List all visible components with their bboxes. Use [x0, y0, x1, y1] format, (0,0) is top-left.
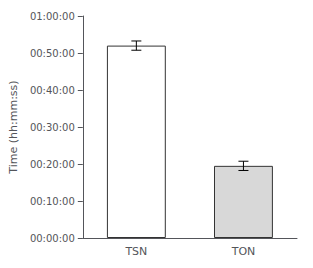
svg-text:00:40:00: 00:40:00: [30, 85, 75, 96]
svg-text:01:00:00: 01:00:00: [30, 11, 75, 22]
svg-text:Time (hh:mm:ss): Time (hh:mm:ss): [7, 80, 20, 174]
svg-text:00:00:00: 00:00:00: [30, 233, 75, 244]
svg-text:00:30:00: 00:30:00: [30, 122, 75, 133]
svg-text:TSN: TSN: [124, 245, 147, 258]
svg-text:00:20:00: 00:20:00: [30, 159, 75, 170]
svg-text:TON: TON: [231, 245, 256, 258]
svg-text:00:10:00: 00:10:00: [30, 196, 75, 207]
svg-text:00:50:00: 00:50:00: [30, 48, 75, 59]
